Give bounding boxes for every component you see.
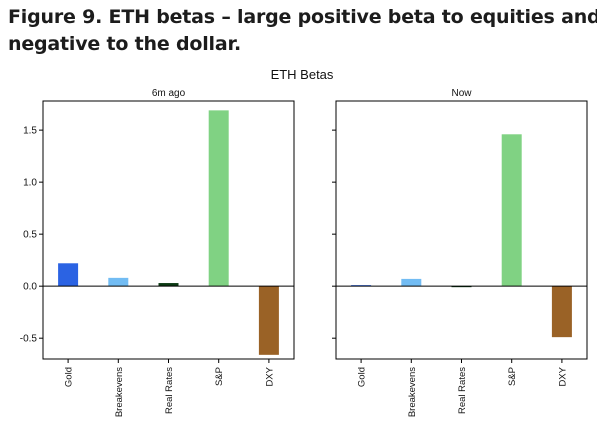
x-tick-label-1-0: Gold <box>357 367 368 387</box>
x-tick-label-0-1: Breakevens <box>114 367 125 417</box>
x-tick-label-0-3: S&P <box>214 367 225 386</box>
x-tick-label-0-0: Gold <box>64 367 75 387</box>
y-tick-label-2: 0.5 <box>23 230 37 241</box>
plot-frame-0 <box>42 100 295 360</box>
chart-title: ETH Betas <box>271 67 334 82</box>
figure-heading-line-2: negative to the dollar. <box>8 33 241 55</box>
bar-0-s-p <box>208 110 229 287</box>
bar-1-s-p <box>501 134 522 287</box>
bar-0-breakevens <box>108 277 129 287</box>
bar-0-real-rates <box>158 283 179 287</box>
panel-subtitle-0: 6m ago <box>152 88 186 99</box>
x-tick-label-1-2: Real Rates <box>457 367 468 414</box>
bar-1-dxy <box>551 286 572 338</box>
figure-heading: Figure 9. ETH betas – large positive bet… <box>8 4 597 58</box>
y-tick-label-3: 1.0 <box>23 178 37 189</box>
x-tick-label-0-4: DXY <box>264 366 275 386</box>
y-tick-label-4: 1.5 <box>23 126 37 137</box>
y-tick-label-1: 0.0 <box>23 282 37 293</box>
x-tick-label-0-2: Real Rates <box>164 367 175 414</box>
x-tick-label-1-1: Breakevens <box>407 367 418 417</box>
figure-heading-line-1: Figure 9. ETH betas – large positive bet… <box>8 6 597 28</box>
panel-subtitle-1: Now <box>451 88 472 99</box>
x-tick-label-1-4: DXY <box>557 366 568 386</box>
x-tick-label-1-3: S&P <box>507 367 518 386</box>
bar-1-breakevens <box>401 278 422 287</box>
bar-1-gold <box>351 285 372 287</box>
bar-0-dxy <box>258 286 279 355</box>
y-tick-label-0: -0.5 <box>20 334 38 345</box>
plot-frame-1 <box>335 100 588 360</box>
bar-0-gold <box>58 263 79 287</box>
